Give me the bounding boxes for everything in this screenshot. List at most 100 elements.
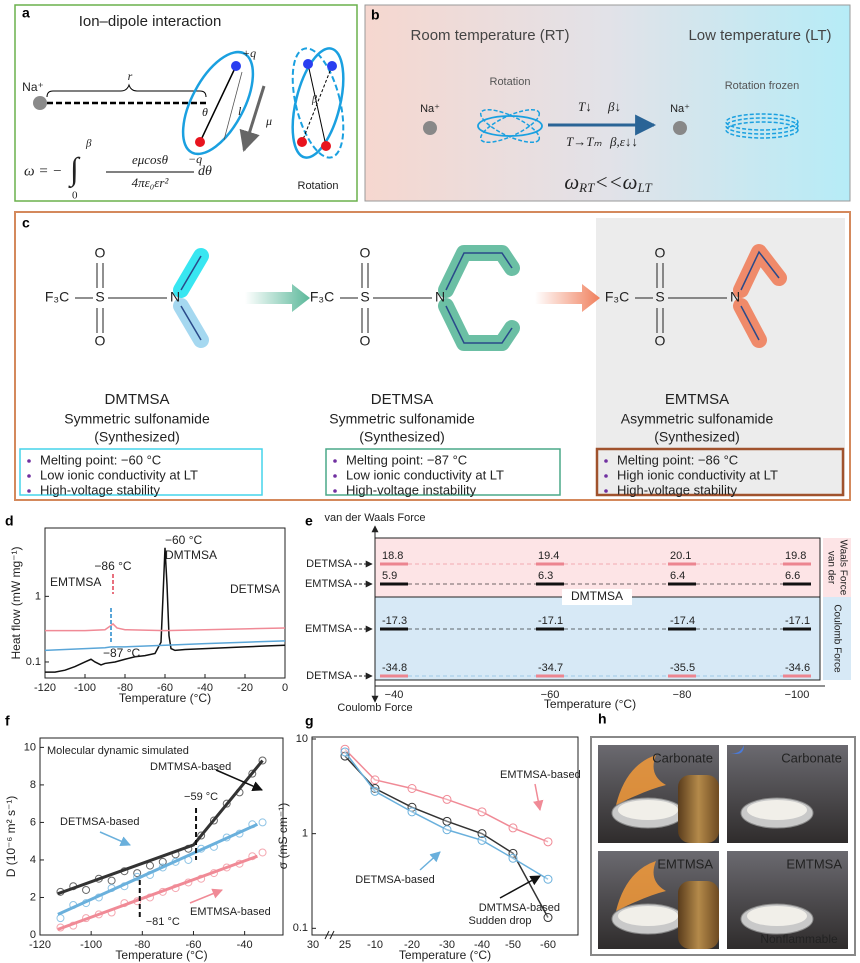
- formula-numerator: eμcosθ: [132, 152, 169, 167]
- x-tick-label: -20: [404, 939, 420, 951]
- x-tick-label: -30: [439, 939, 455, 951]
- x-tick-label: -20: [237, 682, 253, 694]
- bullet: [333, 459, 337, 463]
- point: [158, 857, 167, 866]
- point: [248, 769, 257, 778]
- bond: [445, 305, 513, 344]
- ion: [673, 121, 687, 135]
- x-tick-label: -100: [74, 682, 96, 694]
- x-tick-label: -10: [367, 939, 383, 951]
- molecule-name: DMTMSA: [105, 391, 170, 408]
- series-label: EMTMSA: [50, 575, 101, 589]
- label-arrow: [215, 769, 263, 792]
- bullet: [604, 459, 608, 463]
- bullet: [27, 474, 31, 478]
- ion: [423, 121, 437, 135]
- dipole: [301, 65, 333, 143]
- panel-letter: g: [305, 713, 314, 729]
- molecule-origin: (Synthesized): [94, 429, 180, 445]
- nitrogen: N: [435, 289, 445, 305]
- marker: [442, 794, 452, 804]
- fit-line: [57, 822, 259, 916]
- x-tick-label: −60: [541, 689, 560, 701]
- positive-charge: [231, 61, 241, 71]
- frozen-orbit: [725, 113, 799, 131]
- y-tick-label: 10: [24, 741, 36, 753]
- group-label: F₃C: [310, 289, 334, 305]
- brace: [46, 83, 207, 98]
- property: Melting point: −86 °C: [617, 452, 738, 467]
- y-tick-label: 1: [35, 590, 41, 602]
- series-label: DMTMSA: [165, 548, 217, 562]
- molecule-type: Asymmetric sulfonamide: [621, 411, 774, 427]
- panel-letter: a: [22, 5, 30, 21]
- panel-b: b Room temperature (RT) Low temperature …: [364, 4, 851, 202]
- marker: [442, 825, 452, 835]
- y-axis-title: Heat flow (mW mg⁻¹): [9, 546, 23, 659]
- point: [197, 831, 206, 840]
- relation-part: RT: [578, 180, 595, 195]
- flame: [616, 755, 666, 805]
- tile-label: Carbonate: [781, 750, 842, 765]
- marker: [543, 837, 553, 847]
- distance-label: r: [128, 69, 133, 83]
- theta-label: θ: [202, 105, 208, 119]
- ion-label: Na⁺: [22, 80, 44, 94]
- y-axis-title: D (10⁻⁶ m² s⁻¹): [4, 796, 18, 878]
- flame: [730, 745, 744, 754]
- marker: [477, 807, 487, 817]
- x-tick-label: -120: [29, 939, 51, 951]
- angle-label: β: [311, 94, 317, 105]
- plus-label: +q: [242, 46, 256, 60]
- axis-label: van der Waals Force: [324, 512, 425, 524]
- series-line: [45, 622, 286, 632]
- tile-label: EMTMSA: [786, 856, 842, 871]
- rotation-orbit: [291, 47, 345, 159]
- x-axis-title: Temperature (°C): [115, 948, 207, 962]
- electrolyte: [618, 800, 678, 820]
- oxygen: O: [655, 245, 666, 261]
- relation: ωRT<<ωLT: [564, 170, 652, 195]
- x-tick-label: -60: [157, 682, 173, 694]
- y-tick-label: 1: [302, 828, 308, 840]
- electrolyte: [747, 906, 807, 926]
- level-label: -35.5: [670, 662, 695, 674]
- sulfur: S: [95, 289, 104, 305]
- side-band: [823, 597, 851, 680]
- marker: [407, 783, 417, 793]
- property: Low ionic conductivity at LT: [346, 467, 504, 482]
- marker: [370, 775, 380, 785]
- panel-letter: d: [5, 513, 14, 529]
- rotation-orbit: [291, 47, 345, 159]
- x-tick-label: -40: [237, 939, 253, 951]
- minus-label: −q: [188, 152, 202, 166]
- x-tick-label: -50: [505, 939, 521, 951]
- dipole-orbit: [181, 50, 255, 156]
- series-label: EMTMSA-based: [500, 769, 581, 781]
- y-tick-label: 2: [30, 891, 36, 903]
- level-label: -17.1: [785, 615, 810, 627]
- property: High-voltage instability: [346, 482, 477, 497]
- lighter: [678, 881, 719, 949]
- bullet: [27, 489, 31, 493]
- x-axis-title: Temperature (°C): [399, 948, 491, 962]
- tile-note: Nonflammable: [760, 932, 838, 946]
- arrow-label: β↓: [607, 99, 621, 114]
- dipole-arrow: [239, 85, 266, 153]
- oxygen: O: [95, 333, 106, 349]
- x-tick-label: -40: [474, 939, 490, 951]
- series-label: DETMSA-based: [355, 874, 434, 886]
- annotation: −87 °C: [103, 646, 140, 660]
- molecule-type: Symmetric sulfonamide: [329, 411, 475, 427]
- band-label: Coulomb Force: [831, 604, 842, 673]
- note: Molecular dynamic simulated: [47, 745, 189, 757]
- photo-tile: Carbonate: [598, 745, 719, 843]
- level-label: -17.3: [382, 615, 407, 627]
- label-arrow: [419, 851, 441, 871]
- y-axis-title: σ (mS cm⁻¹): [276, 803, 290, 869]
- property-box: [19, 448, 263, 496]
- flame: [616, 861, 666, 911]
- property: High ionic conductivity at LT: [617, 467, 778, 482]
- molecule: F₃C S O O N DMTMSA Symmetric sulfonamide (Synth…: [19, 245, 263, 497]
